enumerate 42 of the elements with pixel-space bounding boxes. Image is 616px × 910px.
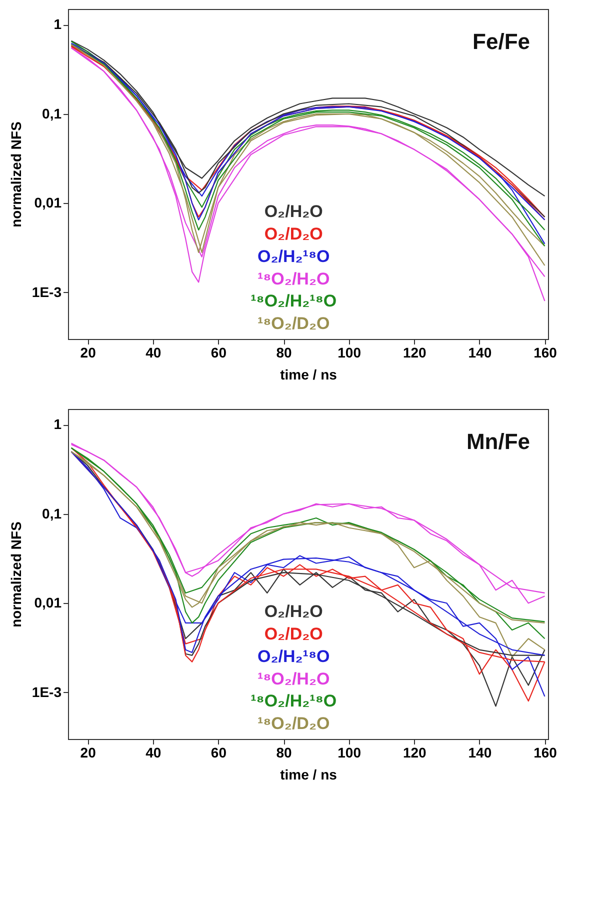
y-tick-label: 0,1 <box>42 505 62 522</box>
text: ¹⁸O₂/D₂O <box>257 714 330 734</box>
text: ¹⁸O₂/H₂¹⁸O <box>250 292 337 311</box>
y-tick-label: 1E-3 <box>32 684 62 700</box>
x-tick-label: 60 <box>210 744 227 760</box>
x-tick-label: 80 <box>276 344 292 360</box>
y-axis-title: normalized NFS <box>8 122 24 228</box>
y-tick-label: 0,01 <box>34 194 62 211</box>
text: O₂/D₂O <box>264 224 323 244</box>
x-tick-label: 20 <box>80 744 96 760</box>
text: ¹⁸O₂/H₂O <box>257 269 330 288</box>
text: ¹⁸O₂/H₂O <box>257 669 330 688</box>
text: ¹⁸O₂/D₂O <box>257 314 330 334</box>
x-axis-title: time / ns <box>280 766 338 782</box>
text: ¹⁸O₂/H₂¹⁸O <box>250 692 337 711</box>
x-tick-label: 40 <box>146 744 162 760</box>
text: Mn/Fe <box>466 429 530 454</box>
text: O₂/D₂O <box>264 624 323 644</box>
y-tick-label: 1 <box>54 416 62 432</box>
x-tick-label: 140 <box>468 344 492 360</box>
text: O₂/H₂¹⁸O <box>257 646 330 666</box>
x-tick-label: 20 <box>80 344 96 360</box>
text: O₂/H₂¹⁸O <box>257 246 330 266</box>
y-tick-label: 1E-3 <box>32 284 62 300</box>
x-tick-label: 100 <box>338 744 362 760</box>
x-tick-label: 120 <box>402 344 427 360</box>
y-tick-label: 1 <box>54 16 62 32</box>
text: Fe/Fe <box>472 29 530 54</box>
y-tick-label: 0,1 <box>42 105 62 122</box>
x-tick-label: 100 <box>338 344 362 360</box>
x-tick-label: 80 <box>276 744 292 760</box>
y-axis-title: normalized NFS <box>8 522 24 628</box>
x-axis-title: time / ns <box>280 366 338 382</box>
x-tick-label: 120 <box>402 744 427 760</box>
x-tick-label: 60 <box>210 344 227 360</box>
x-tick-label: 160 <box>534 744 558 760</box>
x-tick-label: 40 <box>146 344 162 360</box>
y-tick-label: 0,01 <box>34 594 62 611</box>
x-tick-label: 140 <box>468 744 492 760</box>
text: O₂/H₂O <box>264 202 323 221</box>
x-tick-label: 160 <box>534 344 558 360</box>
series-label: O₂/H₂O <box>264 602 323 621</box>
